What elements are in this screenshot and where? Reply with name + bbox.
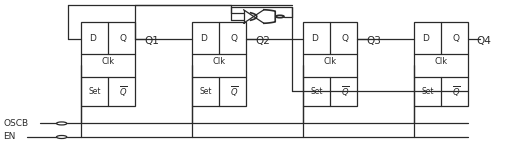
Text: Q: Q (231, 34, 238, 43)
Text: Q4: Q4 (476, 36, 491, 46)
Text: Set: Set (199, 87, 212, 96)
Text: Set: Set (310, 87, 323, 96)
Text: Q3: Q3 (366, 36, 381, 46)
Text: $\overline{Q}$: $\overline{Q}$ (230, 84, 238, 99)
Bar (192, 22, 246, 106)
Text: Q: Q (342, 34, 349, 43)
Text: Q2: Q2 (255, 36, 270, 46)
Text: D: D (423, 34, 429, 43)
Text: EN: EN (3, 133, 16, 142)
Text: Clk: Clk (435, 57, 448, 66)
Text: Set: Set (421, 87, 434, 96)
Text: OSCB: OSCB (3, 119, 28, 128)
Bar (81, 22, 135, 106)
Text: $\overline{Q}$: $\overline{Q}$ (119, 84, 127, 99)
Text: Clk: Clk (323, 57, 337, 66)
Bar (414, 22, 468, 106)
Text: Clk: Clk (212, 57, 225, 66)
Text: Q1: Q1 (145, 36, 159, 46)
Text: Q: Q (120, 34, 126, 43)
Text: $\overline{Q}$: $\overline{Q}$ (452, 84, 461, 99)
Bar (303, 22, 357, 106)
Text: Set: Set (88, 87, 100, 96)
Text: Q: Q (453, 34, 460, 43)
Text: D: D (89, 34, 96, 43)
Text: D: D (200, 34, 207, 43)
Text: D: D (311, 34, 318, 43)
Text: $\overline{Q}$: $\overline{Q}$ (341, 84, 350, 99)
Text: Clk: Clk (102, 57, 114, 66)
